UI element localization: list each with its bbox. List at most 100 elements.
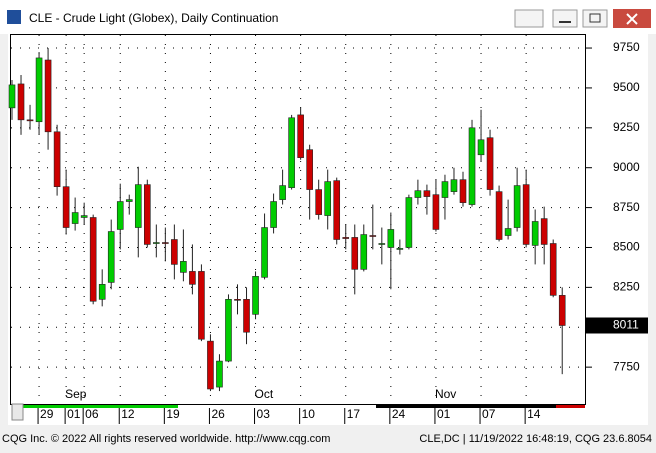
x-tick-label: 07 — [482, 407, 496, 421]
app-icon — [7, 10, 21, 24]
candle-body — [513, 185, 521, 228]
scroll-box[interactable] — [11, 403, 24, 421]
candle-body — [17, 83, 25, 121]
title-bar — [0, 0, 656, 34]
candle-body — [261, 227, 268, 278]
candle-body — [80, 215, 88, 218]
candle-body — [234, 299, 241, 301]
x-tick-label: 10 — [302, 407, 316, 421]
candle-body — [198, 271, 205, 340]
candle-body — [107, 231, 115, 283]
candle-body — [243, 299, 250, 333]
x-tick-label: 19 — [166, 407, 180, 421]
footer-right: CLE,DC | 11/19/2022 16:48:19, CQG 23.6.8… — [419, 433, 652, 445]
candle-body — [360, 234, 368, 270]
candle-body — [225, 299, 232, 362]
candle-body — [153, 242, 160, 244]
candle-body — [333, 180, 341, 240]
plot-border — [10, 34, 586, 405]
candle-body — [134, 184, 142, 228]
candle-body — [306, 149, 313, 190]
candle-body — [315, 189, 322, 215]
candle-body — [495, 191, 503, 240]
candle-body — [396, 248, 404, 250]
candle-body — [89, 217, 97, 302]
footer-left: CQG Inc. © 2022 All rights reserved worl… — [2, 433, 330, 445]
month-label: Oct — [255, 387, 274, 401]
candle-body — [432, 194, 440, 230]
chart-frame — [8, 34, 648, 425]
candle-body — [540, 218, 548, 245]
x-tick-label: 29 — [40, 407, 54, 421]
maximize-icon — [589, 13, 601, 23]
candle-body — [297, 114, 304, 158]
candle-body — [549, 243, 557, 296]
y-tick-label: 8750 — [613, 200, 640, 214]
candle-body — [180, 261, 187, 273]
y-tick-label: 7750 — [613, 359, 640, 373]
candle-body — [504, 228, 512, 236]
y-tick-label: 8500 — [613, 240, 640, 254]
month-label: Sep — [65, 387, 87, 401]
candle-body — [207, 340, 214, 390]
candle-body — [71, 212, 79, 224]
candle-body — [351, 237, 359, 270]
candle-body — [62, 186, 70, 228]
candle-body — [125, 199, 133, 202]
last-price-label: 8011 — [613, 318, 639, 332]
x-tick-label: 12 — [121, 407, 135, 421]
candle-body — [162, 242, 169, 244]
candle-body — [558, 295, 566, 326]
last-price-box — [586, 317, 648, 334]
x-tick-label: 24 — [392, 407, 406, 421]
candle-body — [53, 131, 61, 187]
candle-body — [342, 237, 350, 239]
x-tick-label: 06 — [85, 407, 99, 421]
candle-body — [116, 201, 124, 230]
y-tick-label: 9250 — [613, 120, 640, 134]
candle-body — [270, 201, 277, 228]
y-tick-label: 9750 — [613, 40, 640, 54]
session-strip-red — [556, 405, 585, 408]
x-tick-label: 03 — [257, 407, 271, 421]
x-tick-label: 26 — [211, 407, 225, 421]
candle-body — [252, 276, 259, 315]
x-tick-label: 17 — [347, 407, 361, 421]
candle-body — [522, 184, 530, 245]
candle-body — [35, 57, 43, 123]
candle-body — [531, 221, 539, 246]
link-button[interactable] — [514, 9, 544, 28]
y-tick-label: 8250 — [613, 280, 640, 294]
month-label: Nov — [435, 387, 456, 401]
window-title: CLE - Crude Light (Globex), Daily Contin… — [29, 11, 278, 25]
candle-body — [189, 271, 196, 285]
x-tick-label: 01 — [437, 407, 451, 421]
candle-body — [144, 184, 151, 245]
session-strip-black — [376, 405, 556, 408]
candle-body — [477, 139, 485, 156]
candle-body — [405, 197, 413, 248]
candle-body — [387, 229, 395, 248]
y-tick-label: 9500 — [613, 80, 640, 94]
candle-body — [423, 190, 431, 197]
candle-body — [171, 239, 178, 265]
y-tick-label: 9000 — [613, 160, 640, 174]
candle-body — [486, 137, 494, 190]
x-tick-label: 01 — [67, 407, 81, 421]
candle-body — [288, 117, 295, 188]
maximize-button[interactable] — [582, 9, 608, 28]
candle-body — [450, 179, 458, 192]
candle-body — [324, 181, 332, 216]
candle-body — [378, 243, 386, 245]
candle-body — [414, 190, 422, 198]
close-icon — [626, 13, 638, 25]
minimize-button[interactable] — [552, 9, 578, 28]
candle-body — [279, 185, 286, 200]
candle-body — [441, 181, 449, 198]
candle-body — [459, 179, 467, 203]
candle-body — [44, 59, 52, 133]
candle-body — [8, 84, 16, 109]
candle-body — [468, 127, 476, 205]
x-tick-label: 14 — [527, 407, 541, 421]
